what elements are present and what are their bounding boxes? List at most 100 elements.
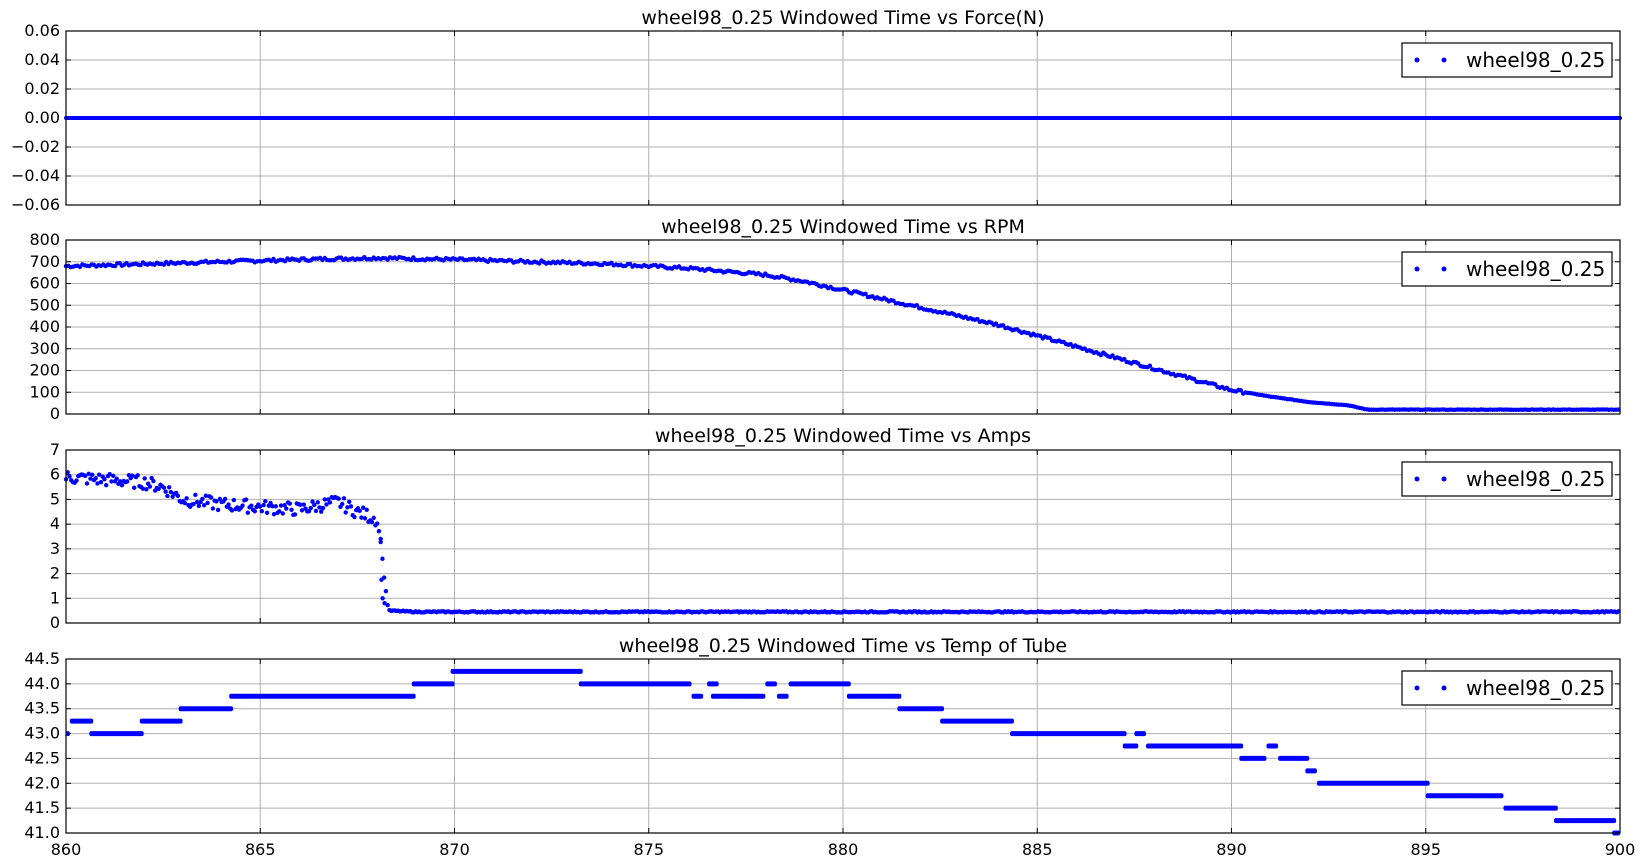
- y-tick-label: 0: [50, 404, 60, 423]
- data-segment: [1278, 755, 1310, 761]
- data-point: [240, 503, 245, 508]
- legend-marker: [1414, 476, 1420, 482]
- data-point: [140, 486, 146, 491]
- data-point: [324, 502, 329, 507]
- data-point: [348, 504, 354, 509]
- data-segment: [1146, 743, 1244, 749]
- data-point: [193, 492, 198, 497]
- data-point: [292, 512, 298, 517]
- y-tick-label: 5: [50, 489, 60, 508]
- data-point: [214, 499, 219, 504]
- data-point: [343, 510, 348, 515]
- data-point: [336, 496, 341, 501]
- series-points: [64, 116, 1622, 120]
- data-point: [114, 476, 119, 481]
- y-tick-label: −0.06: [11, 195, 60, 214]
- data-point: [210, 506, 216, 511]
- data-segment: [691, 693, 704, 699]
- data-point: [243, 497, 249, 502]
- legend-marker: [1414, 266, 1420, 272]
- y-tick-label: 600: [29, 274, 60, 293]
- data-point: [863, 291, 868, 297]
- data-point: [376, 528, 382, 534]
- data-segment: [897, 706, 945, 712]
- data-point: [340, 501, 345, 507]
- data-point: [130, 473, 135, 478]
- x-tick-label: 875: [633, 840, 664, 859]
- data-point: [263, 498, 268, 504]
- chart-panel-4: wheel98_0.25 Windowed Time vs Temp of Tu…: [24, 635, 1635, 859]
- data-point: [119, 482, 125, 488]
- y-tick-label: 500: [29, 295, 60, 314]
- data-segment: [89, 731, 144, 737]
- data-point: [95, 481, 100, 486]
- y-tick-label: 44.5: [24, 649, 60, 668]
- data-segment: [710, 693, 766, 699]
- data-point: [163, 489, 168, 494]
- data-point: [142, 476, 147, 481]
- y-tick-label: 43.0: [24, 724, 60, 743]
- data-point: [135, 473, 140, 478]
- data-point: [182, 500, 188, 506]
- data-point: [301, 502, 306, 507]
- data-point: [201, 503, 207, 508]
- data-point: [271, 511, 277, 517]
- y-tick-label: 0.06: [24, 21, 60, 40]
- data-segment: [940, 718, 1014, 724]
- data-point: [184, 496, 189, 501]
- data-point: [378, 536, 383, 542]
- data-point: [270, 504, 275, 509]
- data-segment: [1239, 755, 1267, 761]
- legend: wheel98_0.25: [1401, 461, 1613, 497]
- data-point: [1238, 388, 1244, 393]
- data-point: [378, 539, 383, 545]
- data-point: [364, 507, 369, 512]
- data-point: [191, 501, 196, 507]
- y-tick-label: 42.0: [24, 773, 60, 792]
- data-point: [369, 519, 375, 525]
- data-point: [83, 473, 88, 479]
- data-point: [86, 471, 91, 476]
- data-point: [322, 497, 327, 502]
- data-point: [165, 493, 170, 499]
- plot-frame: [65, 449, 1621, 624]
- data-point: [319, 509, 324, 514]
- plot-frame: [65, 30, 1621, 206]
- data-point: [383, 588, 389, 594]
- data-point: [278, 503, 284, 508]
- legend-box: [1401, 251, 1613, 287]
- data-point: [194, 499, 200, 505]
- legend-marker: [1414, 685, 1420, 691]
- data-point: [317, 505, 322, 510]
- data-segment: [776, 693, 789, 699]
- legend-marker: [1441, 266, 1447, 272]
- data-point: [117, 479, 123, 484]
- data-point: [320, 505, 326, 511]
- data-point: [151, 478, 156, 484]
- data-point: [74, 478, 79, 483]
- chart-panel-1: wheel98_0.25 Windowed Time vs Force(N) 0.…: [11, 7, 1622, 214]
- y-tick-label: 0.04: [24, 50, 60, 69]
- y-tick-label: 1: [50, 588, 60, 607]
- data-point: [107, 471, 112, 477]
- y-tick-label: 43.5: [24, 699, 60, 718]
- data-segment: [69, 718, 94, 724]
- data-point: [308, 505, 313, 511]
- data-segment: [846, 693, 902, 699]
- data-point: [287, 501, 292, 506]
- chart-panel-3: wheel98_0.25 Windowed Time vs Amps 7 6 5 4 3 2…: [50, 425, 1621, 632]
- y-tick-label: 7: [50, 440, 60, 459]
- data-point: [280, 511, 285, 516]
- data-point: [282, 502, 287, 508]
- y-tick-label: 6: [50, 465, 60, 484]
- data-point: [98, 480, 104, 485]
- x-tick-label: 895: [1410, 840, 1441, 859]
- data-point: [380, 556, 385, 561]
- data-point: [261, 502, 266, 508]
- data-point: [452, 116, 457, 120]
- data-point: [229, 508, 235, 513]
- legend-marker: [1441, 57, 1447, 63]
- data-point: [284, 506, 289, 511]
- data-point: [273, 504, 278, 509]
- legend-box: [1401, 670, 1613, 706]
